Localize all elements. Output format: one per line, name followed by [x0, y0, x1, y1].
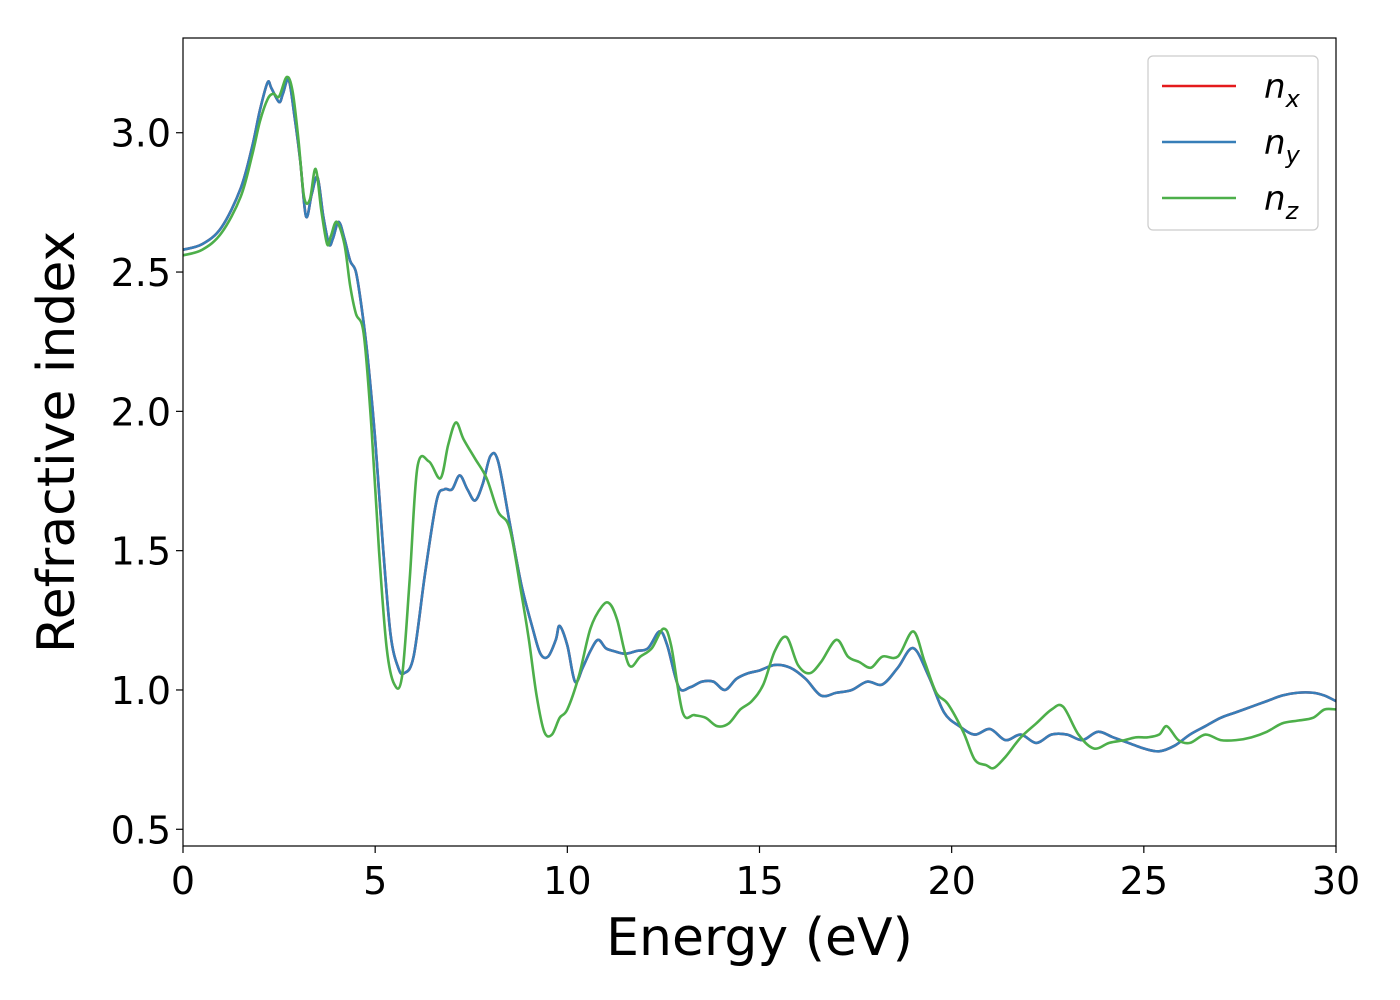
x-tick-label: 20: [927, 859, 975, 903]
series-line-ny: [183, 77, 1336, 753]
x-tick-label: 25: [1120, 859, 1168, 903]
y-tick-label: 3.0: [111, 112, 171, 156]
legend-label-nx: nx: [1264, 67, 1301, 113]
y-tick-label: 0.5: [111, 808, 171, 852]
y-tick-label: 2.0: [111, 390, 171, 434]
ticks-layer: 0 5 10 15 20 25 30 0.5 1.0 1.5 2.0 2.5 3.0: [111, 112, 1361, 903]
x-tick-label: 0: [171, 859, 195, 903]
series-line-nz: [183, 75, 1336, 770]
y-tick-label: 2.5: [111, 251, 171, 295]
y-tick-label: 1.5: [111, 530, 171, 574]
x-axis-label: Energy (eV): [606, 908, 913, 968]
series-layer: [183, 75, 1336, 770]
x-tick-label: 5: [363, 859, 387, 903]
x-tick-label: 15: [735, 859, 783, 903]
y-tick-label: 1.0: [111, 669, 171, 713]
x-tick-label: 30: [1312, 859, 1360, 903]
y-axis-label: Refractive index: [27, 231, 87, 653]
x-tick-label: 10: [543, 859, 591, 903]
